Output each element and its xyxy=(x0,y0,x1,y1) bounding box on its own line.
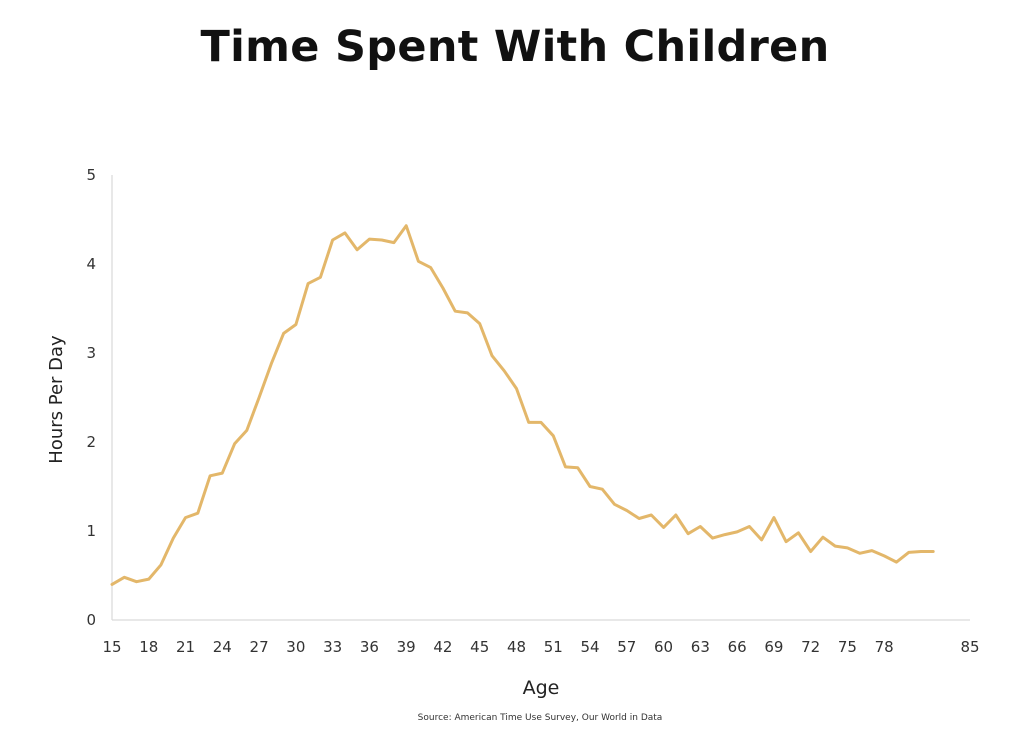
x-tick-label: 69 xyxy=(764,638,783,656)
source-note: Source: American Time Use Survey, Our Wo… xyxy=(417,713,663,723)
x-tick-label: 78 xyxy=(875,638,894,656)
x-tick-label: 57 xyxy=(617,638,636,656)
x-tick-label: 60 xyxy=(654,638,673,656)
x-tick-label: 66 xyxy=(728,638,747,656)
y-tick-label: 0 xyxy=(86,611,96,629)
y-tick-label: 4 xyxy=(86,255,96,273)
y-axis-label: Hours Per Day xyxy=(46,335,67,464)
y-tick-label: 5 xyxy=(86,166,96,184)
x-tick-label: 51 xyxy=(544,638,563,656)
x-tick-label: 54 xyxy=(580,638,599,656)
y-tick-label: 2 xyxy=(86,433,96,451)
x-tick-label: 75 xyxy=(838,638,857,656)
series-line-0 xyxy=(110,224,935,586)
x-tick-label: 39 xyxy=(397,638,416,656)
x-tick-label: 30 xyxy=(286,638,305,656)
x-tick-label: 72 xyxy=(801,638,820,656)
x-tick-label: 24 xyxy=(213,638,232,656)
y-tick-label: 3 xyxy=(86,344,96,362)
x-tick-label: 45 xyxy=(470,638,489,656)
y-tick-label: 1 xyxy=(86,522,96,540)
chart-title: Time Spent With Children xyxy=(200,22,830,72)
x-tick-label: 63 xyxy=(691,638,710,656)
x-tick-label: 85 xyxy=(960,638,979,656)
x-axis-label: Age xyxy=(523,677,560,699)
x-tick-label: 27 xyxy=(250,638,269,656)
series-layer xyxy=(110,224,935,586)
x-tick-label: 33 xyxy=(323,638,342,656)
x-tick-label: 48 xyxy=(507,638,526,656)
x-tick-label: 42 xyxy=(433,638,452,656)
axes xyxy=(111,175,970,621)
x-tick-label: 36 xyxy=(360,638,379,656)
x-tick-label: 15 xyxy=(102,638,121,656)
x-tick-label: 18 xyxy=(139,638,158,656)
x-tick-label: 21 xyxy=(176,638,195,656)
